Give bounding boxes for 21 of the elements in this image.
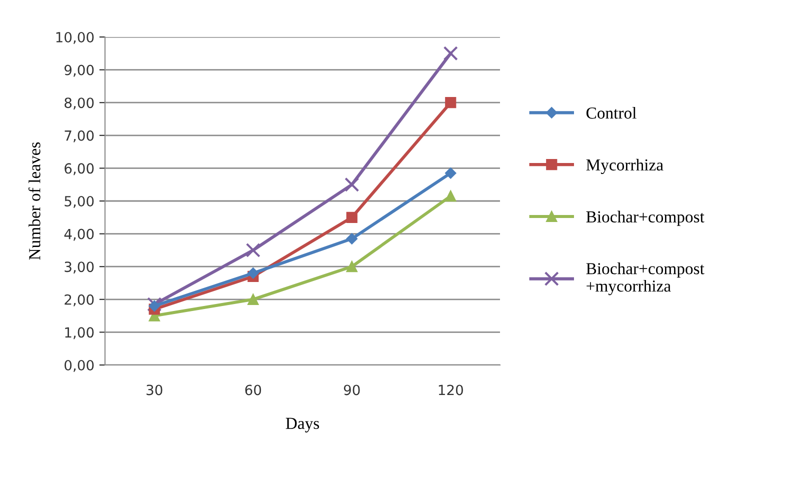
y-axis-title: Number of leaves xyxy=(28,142,40,260)
y-tick-label: 8,00 xyxy=(64,98,94,110)
y-tick-label: 3,00 xyxy=(64,262,94,274)
legend-label: Mycorrhiza xyxy=(586,158,664,174)
y-tick-label: 2,00 xyxy=(64,294,94,306)
y-tick-label: 4,00 xyxy=(64,228,94,241)
x-tick-label: 90 xyxy=(344,384,360,396)
y-tick-label: 5,00 xyxy=(64,196,94,208)
y-tick-label: 6,00 xyxy=(64,163,94,176)
x-axis-title: Days xyxy=(286,418,320,432)
y-tick-label: 9,00 xyxy=(64,64,94,77)
x-tick-label: 60 xyxy=(245,384,262,396)
y-tick-label: 1,00 xyxy=(65,327,94,340)
legend-label: Biochar+compost xyxy=(586,210,704,226)
y-tick-label: 10,00 xyxy=(56,32,94,44)
legend-label: Biochar+compost +mycorrhiza xyxy=(586,262,704,296)
y-tick-label: 0,00 xyxy=(64,360,94,372)
y-tick-label: 7,00 xyxy=(64,130,94,142)
x-tick-label: 30 xyxy=(146,384,162,396)
legend-label: Control xyxy=(586,106,636,119)
x-tick-label: 120 xyxy=(438,384,463,396)
